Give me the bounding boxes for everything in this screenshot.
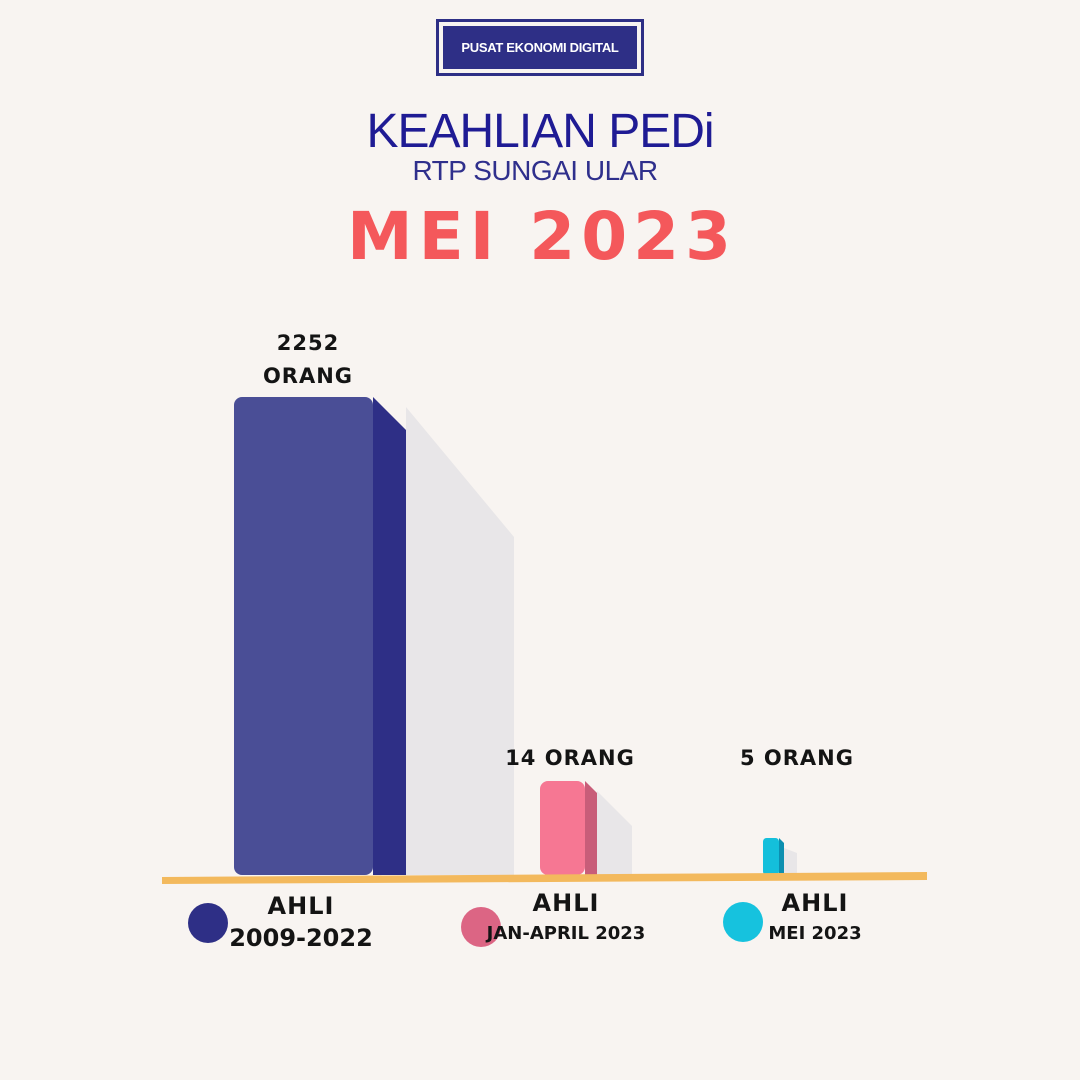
page-title: KEAHLIAN PEDi [366,105,714,158]
bar [763,838,779,875]
bar-value-text: 2252 [276,331,340,355]
bar-value-label: 2252 ORANG [188,327,428,393]
page-subtitle: RTP SUNGAI ULAR [412,155,658,186]
legend-swatch [188,903,228,943]
legend-label-line1: AHLI [267,892,335,920]
bar-value-label: 5 ORANG [677,742,917,775]
legend-label-line2: 2009-2022 [229,924,373,952]
bar-side [779,838,784,875]
legend-label: AHLI MEI 2023 [705,887,925,949]
bar-value-text: 14 ORANG [505,746,635,770]
legend-swatch [723,902,763,942]
bar-value-text: 5 ORANG [739,746,854,770]
chart-baseline [162,872,927,884]
legend-label: AHLI JAN-APRIL 2023 [456,887,676,949]
bar-side [373,397,406,875]
bar-shadow [597,791,632,875]
bar-value-label: 14 ORANG [450,742,690,775]
bar-side [585,781,597,875]
legend-label-line1: AHLI [532,889,600,917]
bar-shadow [406,407,514,875]
bar-value-text: ORANG [262,364,354,388]
legend-swatch [461,907,501,947]
bar-shadow [784,848,797,875]
legend-label: AHLI 2009-2022 [191,890,411,954]
legend-label-line1: AHLI [781,889,849,917]
brand-badge: PUSAT EKONOMI DIGITAL [436,19,644,76]
legend-label-line2: JAN-APRIL 2023 [486,923,646,944]
bar [234,397,373,875]
bar [540,781,585,875]
period-heading: MEI 2023 [347,198,737,275]
brand-badge-label: PUSAT EKONOMI DIGITAL [443,26,637,69]
legend-label-line2: MEI 2023 [768,923,862,944]
